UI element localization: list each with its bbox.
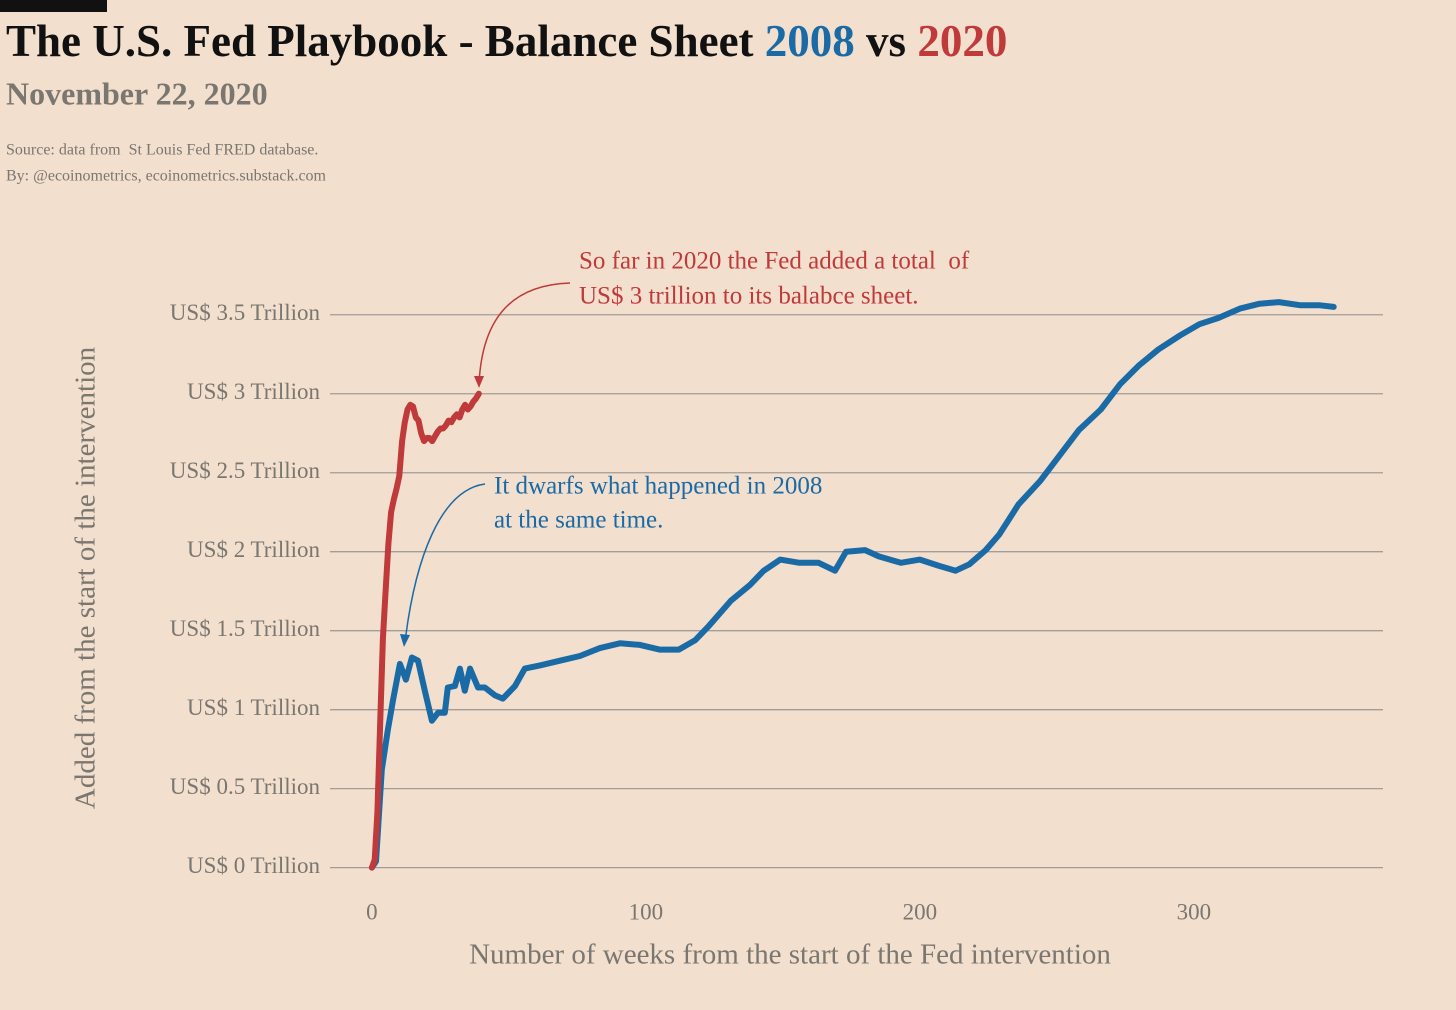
title-part: vs [855,16,918,66]
y-tick-label: US$ 2 Trillion [187,537,320,562]
source-line: Source: data from St Louis Fed FRED data… [6,142,318,159]
x-tick-label: 300 [1177,899,1212,924]
y-tick-label: US$ 3.5 Trillion [170,300,321,325]
title-part: 2020 [917,16,1007,66]
chart-title: The U.S. Fed Playbook - Balance Sheet 20… [6,16,1007,66]
annotation-arrowhead [474,376,484,388]
top-bar [0,0,107,12]
subtitle: November 22, 2020 [6,75,268,111]
title-part: The U.S. Fed Playbook - Balance Sheet [6,16,765,66]
grid: US$ 0 Trillion US$ 0.5 Trillion US$ 1 Tril… [170,300,1383,924]
annotation-arrow [404,483,486,643]
y-tick-label: US$ 0.5 Trillion [170,774,321,799]
annotation-arrowhead [400,634,410,647]
y-axis-label: Added from the start of the intervention [70,346,102,809]
lines [368,299,1337,871]
title-part: 2008 [765,16,855,66]
y-tick-label: US$ 3 Trillion [187,379,320,404]
y-tick-label: US$ 1.5 Trillion [170,616,321,641]
y-tick-label: US$ 0 Trillion [187,853,320,878]
y-tick-label: US$ 2.5 Trillion [170,458,321,483]
x-axis-label: Number of weeks from the start of the Fe… [469,939,1111,971]
series-line [368,390,482,871]
annotation-text: It dwarfs what happened in 2008 [494,473,822,500]
x-tick-label: 0 [366,899,378,924]
annotation-text: US$ 3 trillion to its balabce sheet. [579,283,919,310]
x-tick-label: 100 [629,899,664,924]
y-tick-label: US$ 1 Trillion [187,695,320,720]
annotations: So far in 2020 the Fed added a total of … [400,248,970,647]
annotation-text: at the same time. [494,507,663,534]
x-tick-label: 200 [903,899,938,924]
series-line [368,299,1337,871]
source-line: By: @ecoinometrics, ecoinometrics.substa… [6,168,327,185]
annotation-arrow [478,282,571,385]
annotation-text: So far in 2020 the Fed added a total of [579,248,970,275]
